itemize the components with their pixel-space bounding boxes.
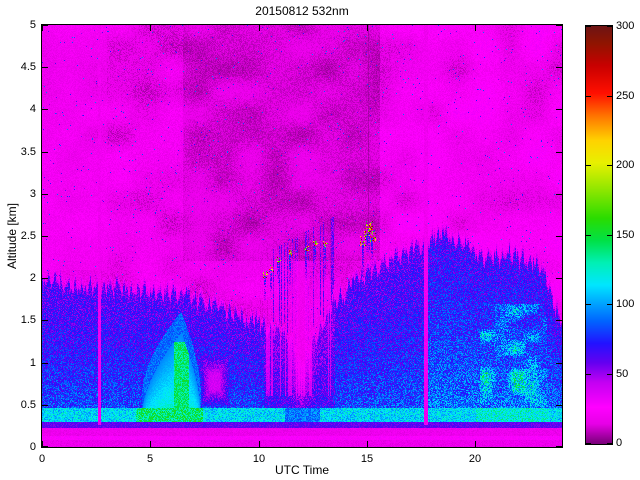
x-tick-top — [259, 25, 260, 31]
colorbar-tick-right — [607, 165, 612, 166]
colorbar-tick-right — [607, 374, 612, 375]
colorbar-tick — [586, 165, 591, 166]
y-tick — [42, 405, 48, 406]
x-tick-label: 15 — [360, 453, 374, 465]
y-tick — [42, 67, 48, 68]
x-tick — [42, 441, 43, 447]
y-tick — [42, 446, 48, 447]
y-tick — [42, 194, 48, 195]
y-tick-right — [556, 67, 562, 68]
y-tick — [42, 236, 48, 237]
colorbar-tick — [586, 235, 591, 236]
colorbar-tick-label: 0 — [616, 437, 623, 449]
colorbar-tick-right — [607, 235, 612, 236]
colorbar-tick-label: 100 — [616, 298, 635, 310]
colorbar-tick — [586, 304, 591, 305]
colorbar-tick — [586, 26, 591, 27]
colorbar-tick — [586, 443, 591, 444]
y-tick-label: 2.5 — [20, 230, 36, 242]
y-tick-right — [556, 236, 562, 237]
x-tick-top — [150, 25, 151, 31]
colorbar-tick-right — [607, 443, 612, 444]
colorbar-tick-label: 250 — [616, 90, 635, 102]
colorbar — [585, 25, 613, 445]
y-tick-label: 3 — [29, 188, 36, 200]
colorbar-tick-label: 50 — [616, 368, 629, 380]
chart-title: 20150812 532nm — [255, 4, 349, 18]
colorbar-tick-label: 200 — [616, 159, 635, 171]
x-tick-label: 20 — [468, 453, 482, 465]
x-tick-label: 5 — [146, 453, 154, 465]
y-tick-right — [556, 363, 562, 364]
y-tick-label: 3.5 — [20, 146, 36, 158]
colorbar-tick — [586, 374, 591, 375]
y-tick-label: 2 — [29, 272, 36, 284]
x-tick-label: 0 — [38, 453, 46, 465]
y-tick — [42, 278, 48, 279]
colorbar-tick-right — [607, 96, 612, 97]
y-tick-right — [556, 194, 562, 195]
y-tick-label: 0.5 — [20, 399, 36, 411]
x-tick-top — [367, 25, 368, 31]
y-tick-right — [556, 320, 562, 321]
x-tick-top — [42, 25, 43, 31]
y-tick — [42, 152, 48, 153]
colorbar-tick-label: 300 — [616, 20, 635, 32]
plot-area — [41, 24, 563, 448]
x-axis-label: UTC Time — [275, 463, 329, 477]
y-tick-label: 0 — [29, 441, 36, 453]
x-tick — [475, 441, 476, 447]
y-tick-right — [556, 446, 562, 447]
y-tick — [42, 363, 48, 364]
y-tick-right — [556, 109, 562, 110]
y-tick — [42, 25, 48, 26]
x-tick — [259, 441, 260, 447]
y-tick-label: 4.5 — [20, 61, 36, 73]
x-tick — [150, 441, 151, 447]
y-tick-right — [556, 152, 562, 153]
y-tick-label: 1.5 — [20, 314, 36, 326]
y-tick — [42, 109, 48, 110]
y-tick-label: 4 — [29, 103, 36, 115]
y-tick-right — [556, 405, 562, 406]
colorbar-tick-label: 150 — [616, 229, 635, 241]
y-tick-right — [556, 278, 562, 279]
x-tick-top — [475, 25, 476, 31]
y-tick-label: 5 — [29, 19, 36, 31]
y-tick-right — [556, 25, 562, 26]
colorbar-tick-right — [607, 26, 612, 27]
y-tick-label: 1 — [29, 357, 36, 369]
heatmap-canvas — [42, 25, 562, 447]
x-tick-label: 10 — [252, 453, 266, 465]
x-tick — [367, 441, 368, 447]
colorbar-tick — [586, 96, 591, 97]
colorbar-tick-right — [607, 304, 612, 305]
y-tick — [42, 320, 48, 321]
